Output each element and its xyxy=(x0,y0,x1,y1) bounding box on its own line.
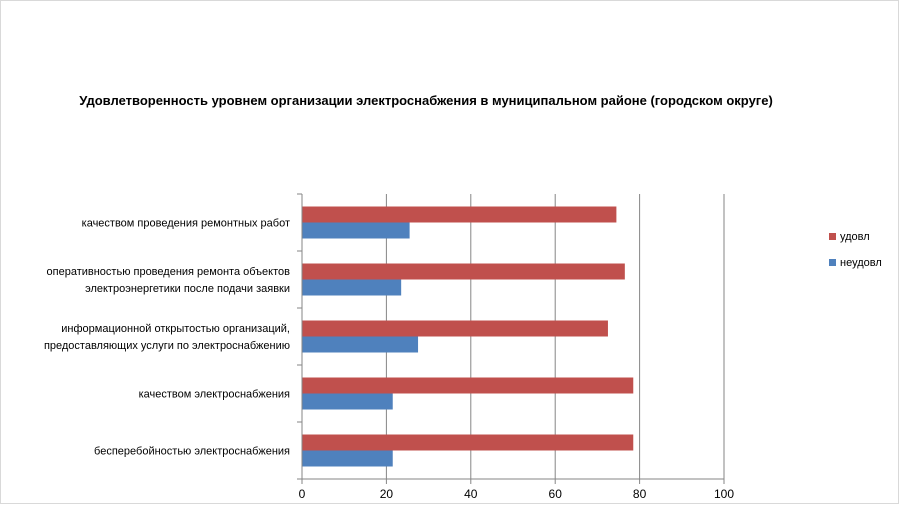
legend: удовл неудовл xyxy=(829,231,882,269)
category-label: качеством проведения ремонтных работ xyxy=(82,218,290,230)
bar-неудовл xyxy=(302,450,393,467)
x-tick-label: 100 xyxy=(714,487,734,501)
bar-неудовл xyxy=(302,222,410,239)
category-label: электроэнергетики после подачи заявки xyxy=(85,283,290,295)
x-tick-label: 20 xyxy=(380,487,394,501)
category-labels: качеством проведения ремонтных работ опер… xyxy=(44,218,290,458)
x-tick-label: 60 xyxy=(549,487,563,501)
bar-удовл xyxy=(302,263,625,280)
bar-неудовл xyxy=(302,393,393,410)
axes: 0 20 40 60 80 100 xyxy=(297,193,734,501)
category-label: информационной открытостью организаций, xyxy=(61,323,290,335)
category-label: качеством электроснабжения xyxy=(139,389,290,401)
bar-неудовл xyxy=(302,336,419,353)
bar-удовл xyxy=(302,206,617,223)
bar-удовл xyxy=(302,320,608,337)
legend-swatch xyxy=(829,259,836,266)
x-tick-label: 0 xyxy=(299,487,306,501)
x-tick-label: 80 xyxy=(633,487,647,501)
legend-label: удовл xyxy=(840,231,870,243)
category-label: оперативностью проведения ремонта объект… xyxy=(47,266,291,278)
category-label: бесперебойностью электроснабжения xyxy=(94,446,290,458)
x-tick-label: 40 xyxy=(464,487,478,501)
category-label: предоставляющих услуги по электроснабжен… xyxy=(44,340,290,352)
chart-title: Удовлетворенность уровнем организации эл… xyxy=(79,93,773,108)
bar-удовл xyxy=(302,377,634,394)
legend-swatch xyxy=(829,233,836,240)
bars xyxy=(302,206,634,467)
bar-неудовл xyxy=(302,279,402,296)
legend-label: неудовл xyxy=(840,257,882,269)
bar-удовл xyxy=(302,434,634,451)
